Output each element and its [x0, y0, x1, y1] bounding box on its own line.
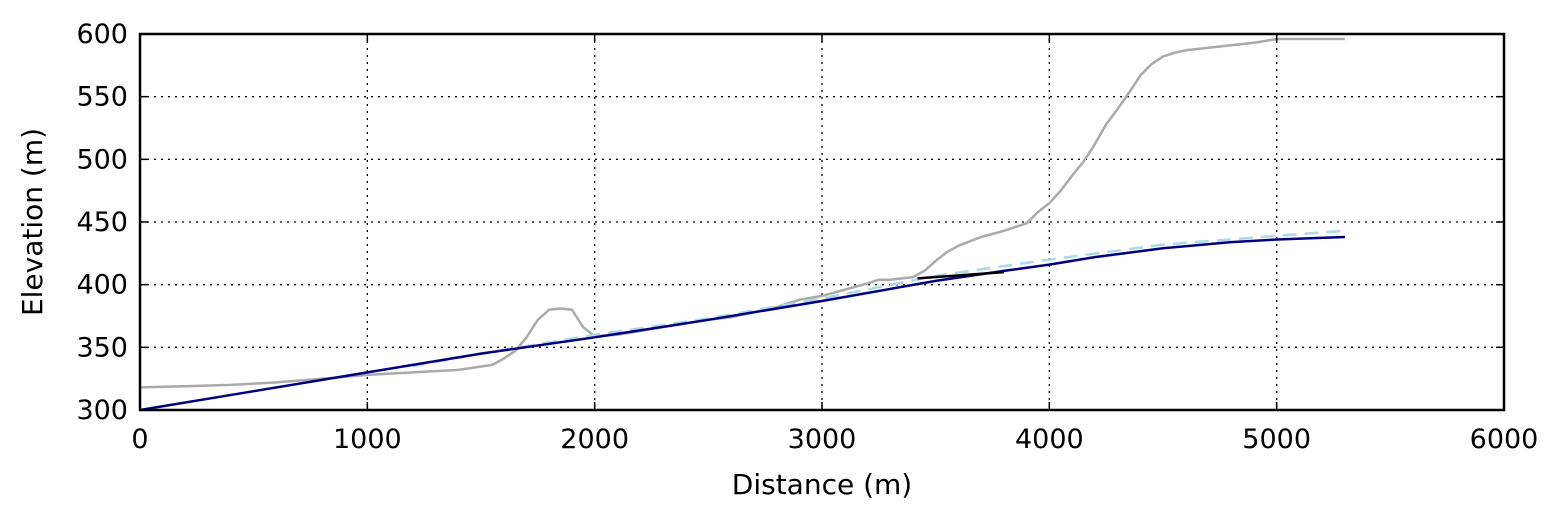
y-tick-labels: 300 350 400 450 500 550 600	[76, 19, 128, 426]
y-tick-label: 550	[76, 82, 128, 113]
y-tick-label: 400	[76, 270, 128, 301]
y-tick-label: 450	[76, 207, 128, 238]
series-layer	[139, 37, 1345, 412]
x-tick-label: 6000	[1470, 424, 1539, 455]
x-tick-label: 4000	[1015, 424, 1084, 455]
y-tick-label: 350	[76, 332, 128, 363]
short-segment-line	[917, 270, 1004, 280]
x-tick-label: 5000	[1242, 424, 1311, 455]
x-tick-labels: 0 1000 2000 3000 4000 5000 6000	[131, 424, 1538, 455]
x-tick-label: 3000	[788, 424, 857, 455]
x-tick-label: 2000	[560, 424, 629, 455]
y-tick-label: 500	[76, 144, 128, 175]
grid	[140, 34, 1504, 410]
x-axis-label: Distance (m)	[732, 468, 912, 501]
y-axis-label: Elevation (m)	[16, 128, 49, 316]
y-tick-label: 600	[76, 19, 128, 50]
terrain-profile-line	[139, 37, 1345, 389]
dashed-profile-line	[412, 229, 1345, 368]
x-tick-label: 1000	[333, 424, 402, 455]
x-tick-label: 0	[131, 424, 148, 455]
tick-marks	[139, 33, 1505, 411]
main-profile-line	[139, 235, 1345, 412]
y-tick-label: 300	[76, 395, 128, 426]
